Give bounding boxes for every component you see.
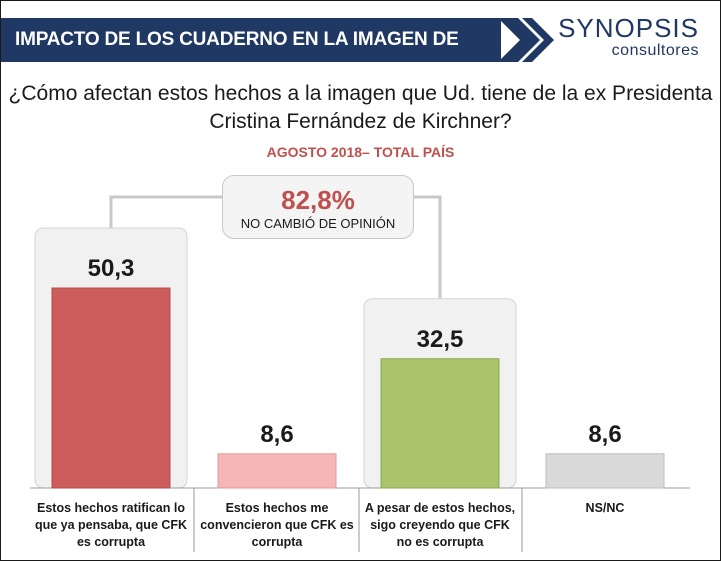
category-label-line: es corrupta [76,535,146,549]
category-label-line: que ya pensaba, que CFK [34,518,188,532]
banner-chevron-icon [498,18,554,62]
callout-label: NO CAMBIÓ DE OPINIÓN [240,216,396,231]
bar-3 [380,358,500,489]
category-label-line: convencieron que CFK es [200,518,354,532]
connector-left [109,195,222,228]
header-banner: IMPACTO DE LOS CUADERNO EN LA IMAGEN DE … [1,18,501,94]
category-label-line: no es corrupta [396,535,484,549]
question-line-2: Cristina Fernández de Kirchner? [209,110,512,133]
category-label-line: NS/NC [585,501,625,515]
chevron-back-shape [498,18,540,62]
value-label-3: 32,5 [417,326,464,353]
callout-value: 82,8% [281,185,355,215]
connector-right [414,195,442,299]
survey-question: ¿Cómo afectan estos hechos a la imagen q… [0,80,721,136]
category-label-line: Estos hechos me [225,501,329,515]
chart-title: AGOSTO 2018– TOTAL PAÍS [266,144,455,160]
value-label-2: 8,6 [260,421,293,448]
bar-2 [217,453,337,489]
value-label-1: 50,3 [88,255,135,282]
synopsis-logo: SYNOPSIS consultores [558,14,699,60]
category-label-line: A pesar de estos hechos, [364,501,516,515]
category-label-1: Estos hechos ratifican lo que ya pensaba,… [30,500,192,551]
category-label-2: Estos hechos me convencieron que CFK es co… [196,500,358,551]
category-label-line: corrupta [251,535,303,549]
bar-1 [51,287,171,489]
summary-callout: 82,8% NO CAMBIÓ DE OPINIÓN [222,175,414,239]
logo-main-text: SYNOPSIS [558,13,699,43]
category-label-3: A pesar de estos hechos, sigo creyendo qu… [359,500,521,551]
logo-sub-text: consultores [611,42,699,59]
category-label-line: Estos hechos ratifican lo [37,501,185,515]
value-label-4: 8,6 [588,421,621,448]
chevron-front-shape [522,18,554,62]
category-label-4: NS/NC [524,500,686,517]
question-line-1: ¿Cómo afectan estos hechos a la imagen q… [8,82,713,105]
bar-4 [545,453,665,489]
category-label-line: sigo creyendo que CFK [370,518,510,532]
